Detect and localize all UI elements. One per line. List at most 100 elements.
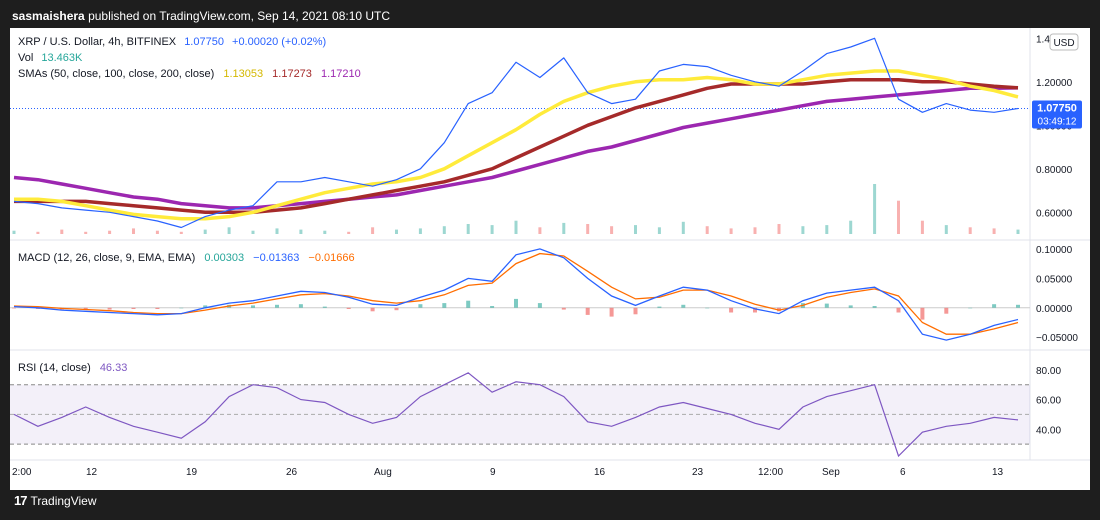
macd-hist-bar (83, 307, 88, 310)
symbol-legend[interactable]: XRP / U.S. Dollar, 4h, BITFINEX 1.07750 … (18, 36, 326, 48)
sma-legend[interactable]: SMAs (50, close, 100, close, 200, close)… (18, 68, 361, 80)
volume-bar (60, 229, 64, 234)
publish-header: sasmaishera published on TradingView.com… (12, 9, 390, 23)
macd-axis[interactable]: 0.10000 0.05000 0.00000 −0.05000 (1036, 245, 1078, 344)
macd-hist-bar (275, 304, 279, 308)
rsi-axis[interactable]: 80.00 60.00 40.00 (1036, 366, 1061, 436)
volume-bar (992, 228, 996, 234)
sma50-line[interactable] (14, 69, 1019, 221)
volume-bar (323, 230, 327, 234)
volume-bar (944, 225, 948, 234)
sma100-line[interactable] (14, 77, 1019, 215)
volume-bar (251, 230, 255, 234)
time-axis-tick: 23 (692, 467, 704, 478)
volume-bar (849, 220, 853, 234)
volume-bars (12, 184, 1020, 234)
rsi-legend[interactable]: RSI (14, close) 46.33 (18, 362, 127, 374)
volume-bar (801, 226, 805, 234)
macd-hist-bar (681, 304, 686, 308)
macd-hist-bar (585, 307, 590, 315)
volume-bar (371, 227, 375, 234)
macd-line[interactable] (13, 248, 1019, 341)
macd-hist-bar (537, 303, 542, 308)
volume-bar (1016, 229, 1020, 234)
time-axis[interactable]: 2:00 12 19 26 Aug 9 16 23 12:00 Sep 6 13 (12, 467, 1004, 478)
price-axis-tick: 0.60000 (1036, 208, 1073, 219)
sma200-line[interactable] (13, 86, 1019, 210)
macd-hist-bar (298, 304, 303, 308)
macd-hist-bar (203, 305, 208, 308)
volume-label: Vol (18, 52, 33, 64)
macd-hist-bar (992, 304, 997, 308)
macd-hist-bar (561, 307, 566, 310)
time-axis-tick: 12 (86, 467, 98, 478)
time-axis-tick: 16 (594, 467, 606, 478)
volume-bar (155, 230, 159, 234)
macd-axis-tick: 0.10000 (1036, 245, 1073, 256)
volume-bar (395, 229, 398, 234)
volume-bar (347, 231, 351, 234)
macd-hist-bar (346, 307, 351, 309)
time-axis-tick: Aug (374, 467, 392, 478)
publish-info: published on TradingView.com, Sep 14, 20… (88, 9, 391, 23)
macd-legend[interactable]: MACD (12, 26, close, 9, EMA, EMA) 0.0030… (18, 252, 355, 264)
price-axis-tick: 0.80000 (1036, 165, 1073, 176)
time-axis-tick: 13 (992, 467, 1004, 478)
signal-value: −0.01666 (308, 252, 354, 264)
volume-legend[interactable]: Vol 13.463K (18, 52, 83, 64)
volume-value: 13.463K (41, 52, 83, 64)
volume-bar (753, 227, 757, 234)
price-line[interactable] (13, 37, 1019, 229)
time-axis-tick: Sep (822, 467, 840, 478)
macd-axis-tick: −0.05000 (1036, 333, 1078, 344)
macd-axis-tick: 0.05000 (1036, 274, 1073, 285)
macd-hist-bar (848, 305, 853, 308)
macd-hist-bar (1016, 304, 1020, 308)
time-axis-tick: 19 (186, 467, 198, 478)
symbol-name: XRP / U.S. Dollar, 4h, BITFINEX (18, 36, 177, 48)
macd-hist-bar (370, 307, 375, 312)
volume-bar (299, 229, 303, 234)
volume-bar (897, 200, 900, 234)
volume-bar (873, 184, 877, 234)
volume-bar (466, 224, 470, 234)
volume-bar (442, 226, 446, 234)
macd-signal-line[interactable] (13, 252, 1019, 335)
macd-hist-bar (12, 307, 16, 309)
volume-bar (179, 231, 183, 234)
macd-hist-bar (251, 305, 255, 308)
bar-countdown: 03:49:12 (1038, 116, 1077, 127)
macd-hist-bar (753, 307, 757, 313)
rsi-axis-tick: 40.00 (1036, 425, 1061, 436)
volume-bar (681, 221, 685, 234)
sma-label: SMAs (50, close, 100, close, 200, close) (18, 68, 214, 80)
currency-button[interactable] (1049, 33, 1079, 51)
volume-bar (36, 231, 40, 234)
volume-bar (705, 226, 709, 234)
macd-hist-bar (705, 307, 710, 309)
rsi-line[interactable] (13, 372, 1019, 458)
time-axis-tick: 6 (900, 467, 906, 478)
macd-hist-bar (896, 307, 901, 313)
volume-bar (538, 227, 542, 234)
sma50-value: 1.13053 (223, 68, 263, 80)
volume-bar (610, 226, 614, 234)
volume-bar (132, 228, 135, 234)
volume-bar (920, 220, 924, 234)
volume-bar (562, 222, 566, 234)
footer-brand[interactable]: 17 TradingView (14, 493, 97, 508)
macd-hist-bar (944, 307, 949, 314)
volume-bar (777, 224, 781, 234)
volume-bar (12, 230, 16, 234)
symbol-change: +0.00020 (+0.02%) (232, 36, 326, 48)
last-price-label[interactable] (1032, 100, 1082, 129)
macd-hist-bar (442, 303, 447, 308)
author-name[interactable]: sasmaishera (12, 9, 85, 23)
volume-bar (968, 227, 972, 234)
volume-bar (657, 227, 661, 234)
time-axis-tick: 26 (286, 467, 298, 478)
macd-hist-bar (107, 307, 112, 310)
